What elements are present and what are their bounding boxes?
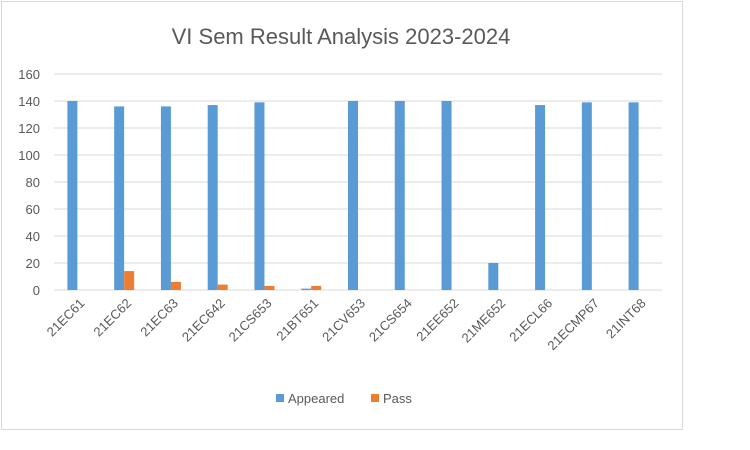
y-tick-label: 60 [26,202,40,217]
chart-title: VI Sem Result Analysis 2023-2024 [172,24,511,49]
x-tick-label: 21ECL66 [506,296,555,345]
y-tick-label: 20 [26,256,40,271]
bar-appeared-21bt651 [301,288,312,290]
x-tick-label: 21BT651 [273,296,321,344]
bar-pass-21ec62 [124,271,135,290]
bar-appeared-21ec63 [160,106,171,291]
bar-appeared-21cs654 [394,101,405,290]
legend-swatch-appeared [276,394,284,402]
bar-appeared-21ec61 [67,101,78,290]
legend-label-pass: Pass [383,391,412,406]
bar-appeared-21cv653 [348,101,358,290]
x-tick-label: 21EE652 [413,296,461,344]
bar-appeared-21ec62 [114,106,125,291]
x-tick-label: 21EC62 [90,296,134,340]
legend: Appeared Pass [276,391,412,406]
y-tick-label: 40 [26,229,40,244]
y-tick-label: 120 [18,121,40,136]
x-tick-label: 21EC63 [137,296,181,340]
x-tick-label: 21EC642 [179,296,228,345]
bar-appeared-21int68 [628,102,639,290]
x-tick-label: 21INT68 [603,296,649,342]
y-tick-label: 160 [18,67,40,82]
bar-appeared-21cs653 [254,102,265,290]
y-tick-label: 140 [18,94,40,109]
x-tick-label: 21ME652 [458,296,508,346]
bar-pass-21bt651 [311,285,322,290]
x-tick-label: 21EC61 [44,296,88,340]
x-axis-ticks: 21EC61 21EC62 21EC6321EC64221CS65321BT6512… [44,296,649,354]
bar-pass-21cs653 [264,285,275,290]
y-tick-label: 80 [26,175,40,190]
bar-appeared-21ec642 [207,105,218,290]
bar-appeared-21me652 [488,263,499,290]
bar-pass-21ec63 [170,281,181,290]
x-tick-label: 21CV653 [319,296,368,345]
bar-appeared-21ecl66 [535,105,546,290]
legend-label-appeared: Appeared [288,391,344,406]
legend-swatch-pass [371,394,379,402]
x-tick-label: 21CS654 [366,296,415,345]
x-tick-label: 21CS653 [226,296,275,345]
bars [67,101,639,291]
bar-pass-21ec642 [217,284,228,290]
y-tick-label: 100 [18,148,40,163]
y-tick-label: 0 [33,283,40,298]
bar-appeared-21ecmp67 [581,102,592,290]
y-axis-ticks: 0 20 40 60 80 100 120 140 160 [18,67,40,298]
bar-appeared-21ee652 [441,101,452,290]
